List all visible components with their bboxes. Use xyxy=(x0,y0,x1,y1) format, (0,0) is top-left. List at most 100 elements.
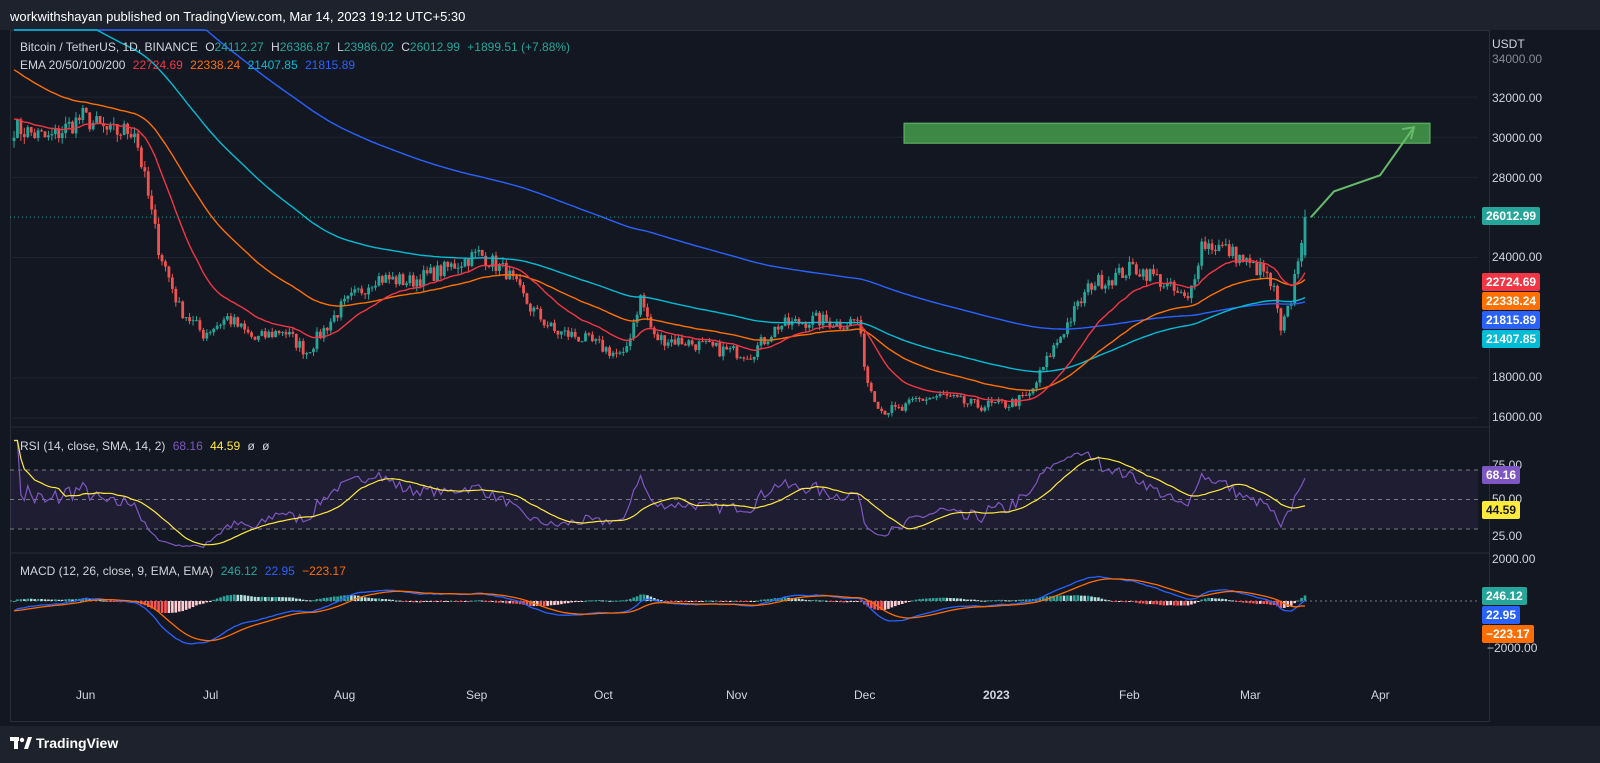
candle-body xyxy=(239,323,243,327)
macd-histogram-bar xyxy=(1265,601,1269,605)
candle-body xyxy=(604,347,608,352)
candle-body xyxy=(856,319,859,321)
tradingview-logo[interactable]: TradingView xyxy=(10,735,118,751)
macd-histogram-bar xyxy=(1042,597,1045,601)
macd-histogram-bar xyxy=(1176,601,1179,606)
candle-body xyxy=(108,124,112,130)
candle-body xyxy=(1090,283,1093,290)
candle-body xyxy=(862,333,866,367)
macd-histogram-bar xyxy=(625,599,629,601)
macd-histogram-bar xyxy=(391,599,394,601)
macd-histogram-bar xyxy=(319,598,322,601)
macd-histogram-bar xyxy=(783,597,787,601)
candle-body xyxy=(766,341,770,345)
macd-histogram-bar xyxy=(680,601,684,602)
candle-body xyxy=(694,344,698,351)
candle-body xyxy=(1083,292,1087,304)
candle-body xyxy=(773,326,777,337)
candle-body xyxy=(153,209,157,224)
macd-histogram-bar xyxy=(666,601,670,602)
candle-body xyxy=(1279,308,1283,331)
rsi-legend[interactable]: RSI (14, close, SMA, 14, 2) 68.16 44.59 … xyxy=(20,439,274,453)
chart-frame[interactable] xyxy=(10,30,1490,722)
candle-body xyxy=(250,332,253,337)
candle-body xyxy=(22,134,26,137)
macd-histogram-bar xyxy=(208,601,212,602)
candle-body xyxy=(797,319,801,324)
symbol-label[interactable]: Bitcoin / TetherUS, 1D, BINANCE xyxy=(20,40,198,54)
candle-body xyxy=(494,255,498,271)
macd-histogram-bar xyxy=(732,600,735,602)
candle-body xyxy=(98,116,102,124)
macd-histogram-bar xyxy=(952,598,956,601)
macd-histogram-bar xyxy=(432,601,436,602)
macd-histogram-bar xyxy=(591,600,594,602)
candle-body xyxy=(1258,263,1262,276)
macd-legend[interactable]: MACD (12, 26, close, 9, EMA, EMA) 246.12… xyxy=(20,564,350,578)
macd-histogram-bar xyxy=(928,598,932,601)
candle-body xyxy=(718,342,722,357)
macd-histogram-bar xyxy=(794,598,797,601)
candle-body xyxy=(1286,305,1290,317)
macd-histogram-bar xyxy=(1135,601,1138,603)
macd-histogram-bar xyxy=(749,601,753,602)
candle-body xyxy=(818,312,821,326)
macd-histogram-bar xyxy=(825,600,828,602)
macd-histogram-bar xyxy=(962,599,966,601)
macd-histogram-bar xyxy=(160,601,164,613)
macd-histogram-bar xyxy=(742,601,746,602)
candle-body xyxy=(36,130,40,139)
macd-histogram-bar xyxy=(408,601,412,602)
macd-histogram-bar xyxy=(835,601,839,602)
ema-legend[interactable]: EMA 20/50/100/200 22724.69 22338.24 2140… xyxy=(20,58,359,72)
candle-body xyxy=(835,321,839,327)
macd-histogram-bar xyxy=(1172,601,1176,606)
candle-body xyxy=(391,276,395,280)
candle-body xyxy=(825,314,828,322)
macd-histogram-bar xyxy=(990,600,994,602)
candle-body xyxy=(907,399,911,404)
candle-body xyxy=(408,275,412,284)
candle-body xyxy=(1272,285,1276,287)
candle-body xyxy=(164,261,167,267)
macd-histogram-bar xyxy=(171,601,174,613)
ema200-value: 21815.89 xyxy=(304,58,356,72)
macd-histogram-bar xyxy=(184,601,188,610)
price-tick-32000: 32000.00 xyxy=(1492,91,1543,105)
candle-body xyxy=(597,339,601,341)
candle-body xyxy=(666,342,670,346)
candle-body xyxy=(288,331,291,335)
macd-signal-value: −223.17 xyxy=(302,564,346,578)
macd-histogram-bar xyxy=(684,601,687,602)
candle-body xyxy=(539,308,543,320)
high-value: 26386.87 xyxy=(279,40,330,54)
candle-body xyxy=(281,332,284,334)
candle-body xyxy=(559,331,563,335)
price-tick-18000: 18000.00 xyxy=(1492,370,1543,384)
candle-body xyxy=(167,266,171,278)
macd-histogram-bar xyxy=(980,600,983,602)
candle-body xyxy=(129,133,133,138)
macd-histogram-bar xyxy=(40,598,43,601)
candle-body xyxy=(312,348,315,353)
macd-histogram-bar xyxy=(1124,601,1128,603)
macd-hist-tag: 246.12 xyxy=(1482,587,1527,605)
macd-histogram-bar xyxy=(852,601,856,602)
candle-body xyxy=(983,407,987,411)
macd-histogram-bar xyxy=(418,601,422,603)
macd-histogram-bar xyxy=(649,596,653,601)
candle-body xyxy=(542,319,546,326)
candle-body xyxy=(1300,242,1303,262)
rsi-value-tag: 68.16 xyxy=(1482,466,1521,484)
candle-body xyxy=(491,255,494,267)
macd-histogram-bar xyxy=(1186,601,1190,606)
macd-histogram-bar xyxy=(897,601,901,605)
candle-body xyxy=(33,132,37,139)
macd-histogram-bar xyxy=(539,601,543,606)
candle-body xyxy=(71,121,74,134)
macd-histogram-bar xyxy=(105,601,109,602)
macd-histogram-bar xyxy=(1107,600,1111,602)
macd-line xyxy=(13,575,1306,645)
candle-body xyxy=(859,320,863,334)
